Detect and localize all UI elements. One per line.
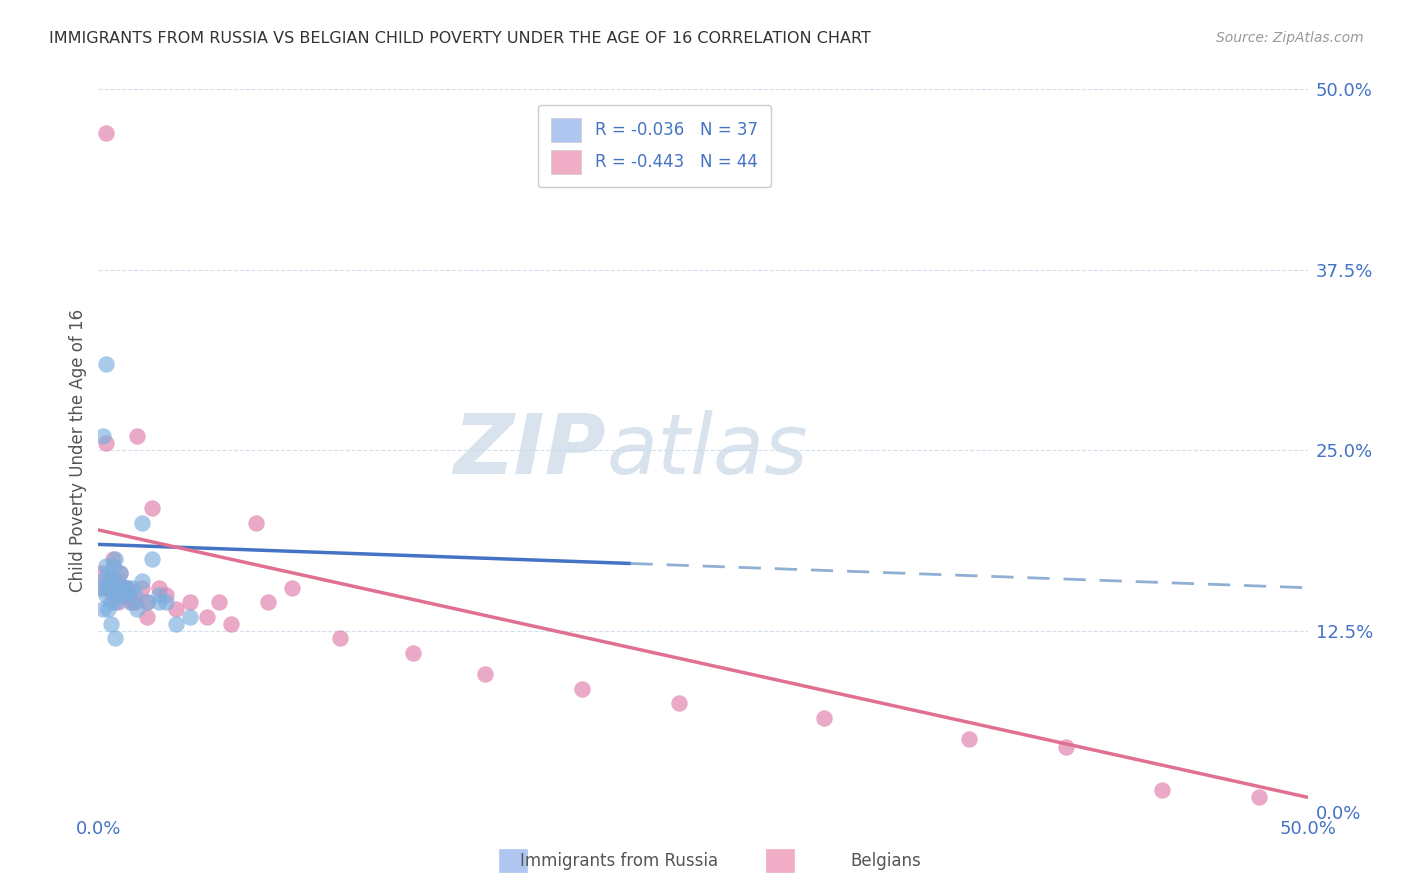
- Point: [91, 581, 114, 595]
- Point: [94, 357, 117, 371]
- Text: atlas: atlas: [606, 410, 808, 491]
- Point: [100, 616, 122, 631]
- Point: [135, 595, 157, 609]
- Point: [148, 581, 170, 595]
- Point: [124, 588, 146, 602]
- Point: [94, 559, 117, 574]
- Point: [91, 602, 114, 616]
- Point: [90, 566, 112, 581]
- Point: [107, 595, 129, 609]
- Point: [165, 602, 187, 616]
- Point: [131, 574, 153, 588]
- Y-axis label: Child Poverty Under the Age of 16: Child Poverty Under the Age of 16: [69, 309, 87, 592]
- Point: [329, 632, 352, 646]
- Point: [135, 595, 157, 609]
- Point: [121, 581, 143, 595]
- Point: [91, 574, 114, 588]
- Point: [668, 696, 690, 710]
- Text: IMMIGRANTS FROM RUSSIA VS BELGIAN CHILD POVERTY UNDER THE AGE OF 16 CORRELATION : IMMIGRANTS FROM RUSSIA VS BELGIAN CHILD …: [49, 31, 872, 46]
- Point: [97, 566, 120, 581]
- Point: [155, 595, 177, 609]
- Point: [111, 588, 134, 602]
- Point: [107, 588, 129, 602]
- Point: [208, 595, 231, 609]
- Point: [104, 551, 127, 566]
- Point: [148, 595, 170, 609]
- Point: [141, 501, 163, 516]
- Point: [101, 581, 124, 595]
- Point: [117, 581, 139, 595]
- Bar: [766, 849, 794, 872]
- Point: [111, 581, 134, 595]
- Point: [101, 551, 124, 566]
- Point: [94, 588, 117, 602]
- Text: ZIP: ZIP: [454, 410, 606, 491]
- Point: [100, 595, 122, 609]
- Point: [1152, 783, 1174, 797]
- Point: [100, 574, 122, 588]
- Text: Immigrants from Russia: Immigrants from Russia: [520, 852, 717, 870]
- Point: [141, 551, 163, 566]
- Point: [165, 616, 187, 631]
- Point: [245, 516, 267, 530]
- Point: [104, 632, 127, 646]
- Point: [91, 429, 114, 443]
- Point: [114, 581, 136, 595]
- Point: [131, 581, 153, 595]
- Point: [94, 436, 117, 450]
- Point: [957, 732, 980, 747]
- Point: [402, 646, 425, 660]
- Point: [108, 566, 131, 581]
- Point: [97, 581, 120, 595]
- Point: [127, 602, 149, 616]
- Point: [124, 595, 146, 609]
- Point: [281, 581, 304, 595]
- Point: [148, 588, 170, 602]
- Point: [104, 595, 127, 609]
- Point: [107, 581, 129, 595]
- Text: Belgians: Belgians: [851, 852, 921, 870]
- Point: [155, 588, 177, 602]
- Point: [101, 559, 124, 574]
- Point: [256, 595, 278, 609]
- Bar: [499, 849, 527, 872]
- Point: [1054, 739, 1077, 754]
- Point: [131, 516, 153, 530]
- Point: [179, 609, 201, 624]
- Point: [221, 616, 243, 631]
- Point: [135, 609, 157, 624]
- Point: [571, 681, 593, 696]
- Point: [474, 667, 496, 681]
- Point: [97, 581, 120, 595]
- Point: [108, 566, 131, 581]
- Point: [114, 588, 136, 602]
- Point: [94, 126, 117, 140]
- Point: [104, 574, 127, 588]
- Text: Source: ZipAtlas.com: Source: ZipAtlas.com: [1216, 31, 1364, 45]
- Point: [100, 574, 122, 588]
- Point: [179, 595, 201, 609]
- Point: [813, 711, 835, 725]
- Legend: R = -0.036   N = 37, R = -0.443   N = 44: R = -0.036 N = 37, R = -0.443 N = 44: [538, 104, 770, 187]
- Point: [101, 588, 124, 602]
- Point: [117, 581, 139, 595]
- Point: [117, 588, 139, 602]
- Point: [97, 581, 120, 595]
- Point: [127, 429, 149, 443]
- Point: [195, 609, 218, 624]
- Point: [1249, 790, 1271, 805]
- Point: [97, 602, 120, 616]
- Point: [118, 595, 141, 609]
- Point: [121, 595, 143, 609]
- Point: [90, 581, 112, 595]
- Point: [107, 574, 129, 588]
